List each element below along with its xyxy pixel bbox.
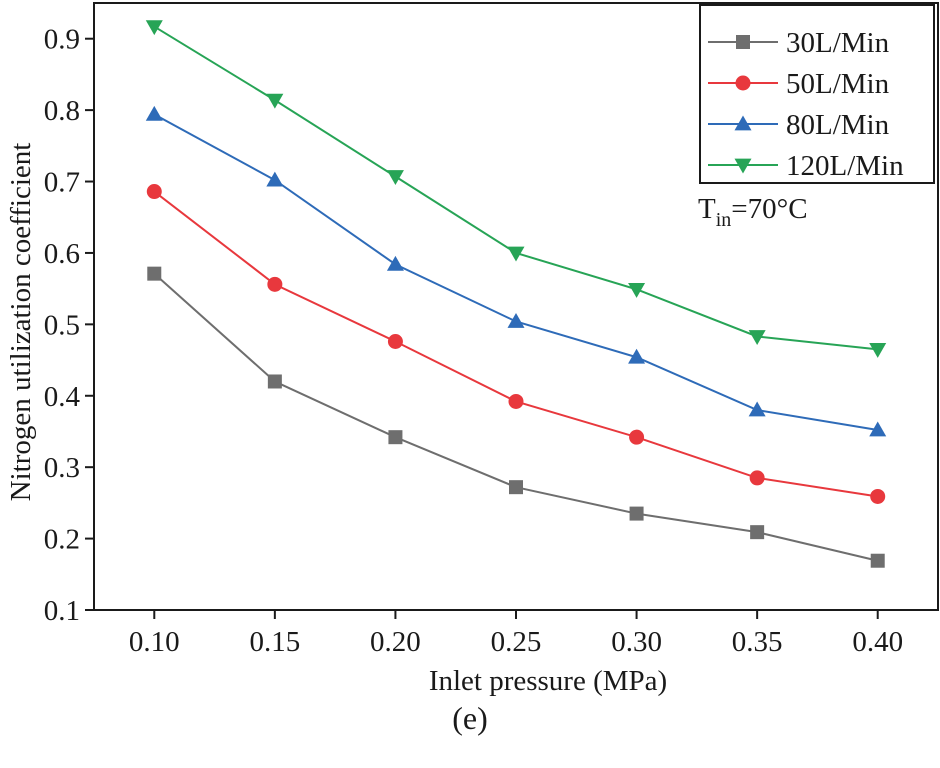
data-point [267,374,282,389]
figure-caption: (e) [452,700,488,736]
x-tick-label: 0.35 [732,626,783,658]
y-tick-label: 0.5 [44,309,80,341]
x-tick-label: 0.40 [852,626,903,658]
data-point [628,282,646,298]
series-30l-min [147,266,885,568]
data-point [870,488,886,504]
x-axis-title: Inlet pressure (MPa) [429,665,667,697]
y-tick-label: 0.7 [44,167,80,199]
annotation-base: T [698,193,716,225]
series-80l-min [145,105,887,437]
data-point [748,401,766,417]
y-tick-label: 0.6 [44,238,80,270]
line-chart: 0.10 0.15 0.20 0.25 0.30 0.35 0.40 0.1 0.2 0.3 0.4… [5,2,939,697]
legend: 30L/Min 50L/Min 80L/Min 120L/Min [699,4,935,184]
legend-swatch-marker [734,115,752,131]
data-point [388,430,403,445]
x-tick-label: 0.30 [611,626,662,658]
data-point [629,429,645,445]
x-tick-label: 0.10 [129,626,180,658]
x-tick-label: 0.15 [249,626,300,658]
data-point [267,276,283,292]
data-point [507,312,525,328]
data-point [146,184,162,200]
series-line [153,190,878,498]
data-point [749,470,765,486]
data-point [266,171,284,187]
legend-label: 30L/Min [786,27,890,59]
legend-swatch-marker [735,75,751,91]
data-point [869,421,887,437]
data-point [508,393,524,409]
axes: 0.10 0.15 0.20 0.25 0.30 0.35 0.40 0.1 0.2 0.3 0.4… [44,2,939,658]
legend-box [699,4,935,184]
data-point [628,348,646,364]
temperature-annotation: Tin=70°C [698,193,808,231]
data-point [266,93,284,109]
y-tick-label: 0.8 [44,95,80,127]
series-120l-min [145,20,887,358]
data-point [869,342,887,358]
data-point [386,170,404,186]
series-layer [145,20,887,568]
y-tick-label: 0.4 [44,381,81,413]
y-axis-title: Nitrogen utilization coefficient [5,143,37,502]
series-50l-min [146,184,886,504]
data-point [387,333,403,349]
annotation-subscript: in [716,209,732,231]
data-point [870,553,885,568]
data-point [750,525,765,540]
legend-label: 120L/Min [786,150,904,182]
legend-swatch-marker [734,158,752,174]
data-point [509,480,523,495]
legend-label: 50L/Min [786,68,890,100]
legend-swatch-marker [736,35,750,49]
y-tick-label: 0.9 [44,24,80,56]
data-point [748,330,766,345]
legend-label: 80L/Min [786,109,890,141]
data-point [386,255,404,271]
y-tick-label: 0.3 [44,452,80,484]
x-tick-label: 0.20 [370,626,421,658]
data-point [145,20,163,36]
data-point [629,506,644,521]
annotation-rest: =70°C [731,193,807,225]
y-tick-label: 0.1 [44,595,80,627]
data-point [145,105,163,121]
y-tick-label: 0.2 [44,524,80,556]
x-tick-label: 0.25 [491,626,542,658]
data-point [147,266,162,281]
data-point [507,246,525,262]
